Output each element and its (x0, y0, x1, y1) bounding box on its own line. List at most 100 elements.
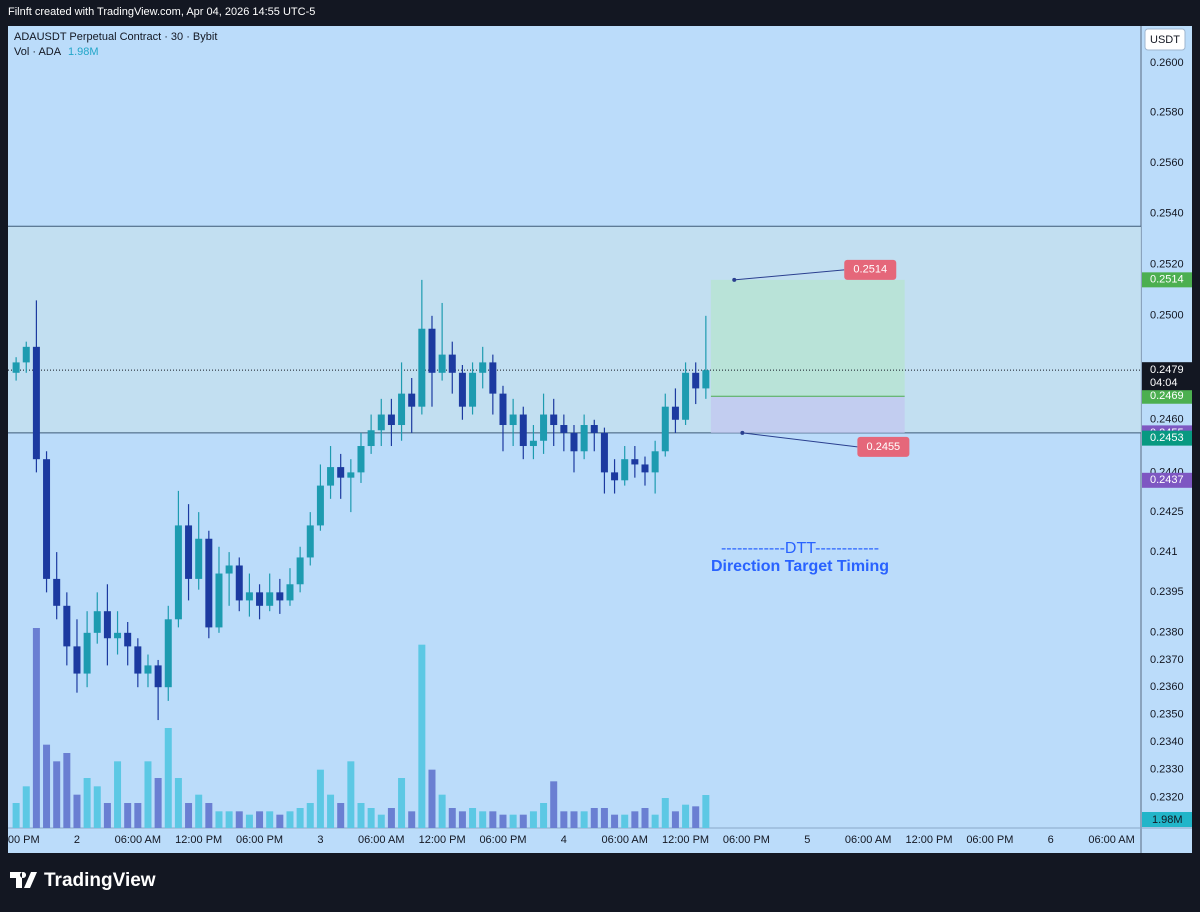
candle-body (124, 632, 132, 647)
y-tick-label: 0.2580 (1150, 107, 1184, 119)
volume-bar (489, 811, 497, 828)
volume-bar (337, 803, 345, 828)
candle-body (418, 328, 426, 407)
price-label: 0.2437 (1150, 474, 1184, 486)
candle-body (286, 584, 294, 601)
candle-body (185, 525, 193, 579)
candle-body (306, 525, 314, 558)
volume-bar (479, 811, 487, 828)
candle-body (611, 472, 619, 481)
candle-body (682, 372, 690, 420)
plot-background (8, 26, 1192, 853)
y-tick-label: 0.2350 (1150, 708, 1184, 720)
candle-body (671, 406, 679, 420)
volume-bar (63, 753, 71, 828)
volume-bar (306, 803, 314, 828)
volume-bar (570, 811, 578, 828)
volume-bar (195, 794, 203, 828)
candle-body (641, 464, 649, 473)
header-title: Filnft created with TradingView.com, Apr… (8, 6, 315, 18)
candle-body (245, 592, 253, 601)
volume-bar (550, 781, 558, 828)
volume-bar (225, 811, 233, 828)
volume-bar (408, 811, 416, 828)
callout-box (844, 259, 897, 280)
volume-bar (316, 769, 324, 828)
volume-bar (43, 744, 51, 828)
candle-body (144, 665, 152, 674)
candle-body (22, 346, 30, 363)
volume-bar (134, 803, 142, 828)
candle-body (398, 393, 406, 426)
volume-bar (327, 794, 335, 828)
candle-body (560, 425, 568, 433)
callout-box (857, 436, 910, 457)
x-tick-label: 06:00 PM (236, 834, 283, 846)
x-tick-label: 3 (317, 834, 323, 846)
volume-bar (245, 814, 253, 828)
candle-body (540, 414, 548, 441)
volume-bar (124, 803, 132, 828)
candle-body (387, 414, 395, 426)
volume-last: 1.98M (68, 46, 99, 58)
x-tick-label: 2 (74, 834, 80, 846)
candle-body (621, 459, 629, 481)
candle-body (327, 467, 335, 486)
volume-bar (469, 808, 477, 828)
volume-bar (73, 794, 81, 828)
volume-bar (12, 803, 20, 828)
volume-bar (266, 811, 274, 828)
candle-body (367, 430, 375, 447)
currency-box[interactable] (1144, 28, 1186, 51)
volume-bar (235, 811, 243, 828)
candle-body (651, 451, 659, 473)
candle-body (479, 362, 487, 373)
volume-bar (398, 778, 406, 828)
volume-bar (215, 811, 223, 828)
volume-title: Vol · ADA (14, 46, 62, 58)
volume-bar (93, 786, 101, 828)
candle-body (631, 459, 639, 465)
candle-body (235, 565, 243, 601)
volume-bar (661, 798, 669, 828)
volume-bar (448, 808, 456, 828)
candle-body (337, 467, 345, 478)
candle-body (692, 372, 700, 389)
currency[interactable]: USDT (1150, 34, 1180, 46)
volume-bar (540, 803, 548, 828)
candle-body (428, 328, 436, 373)
y-tick-label: 0.2330 (1150, 764, 1184, 776)
callout-line (742, 432, 858, 448)
volume-bar (458, 811, 466, 828)
volume-bar (256, 811, 264, 828)
volume-bar (641, 808, 649, 828)
candle-body (215, 573, 223, 628)
volume-bar (580, 811, 588, 828)
annotation-line2: Direction Target Timing (711, 558, 889, 575)
target-zone (710, 279, 905, 397)
candle-body (438, 354, 446, 373)
last-price-box (1142, 362, 1192, 391)
volume-bar (621, 814, 629, 828)
price-label: 0.2453 (1150, 432, 1184, 444)
x-tick-label: 12:00 PM (419, 834, 466, 846)
candle-body (154, 665, 162, 688)
candle-body (448, 354, 456, 373)
candle-body (103, 611, 111, 639)
volume-bar (387, 808, 395, 828)
y-tick-label: 0.2320 (1150, 791, 1184, 803)
callout-dot (740, 430, 745, 435)
x-tick-label: 06:00 PM (966, 834, 1013, 846)
y-tick-label: 0.2540 (1150, 207, 1184, 219)
candle-body (590, 425, 598, 433)
volume-bar (671, 811, 679, 828)
candle-body (408, 393, 416, 407)
x-tick-label: 6 (1048, 834, 1054, 846)
candle-body (469, 372, 477, 407)
zone (8, 226, 1141, 433)
candle-body (93, 611, 101, 633)
volume-bar (174, 778, 182, 828)
candle-body (256, 592, 264, 606)
price-label: 0.2469 (1150, 390, 1184, 402)
